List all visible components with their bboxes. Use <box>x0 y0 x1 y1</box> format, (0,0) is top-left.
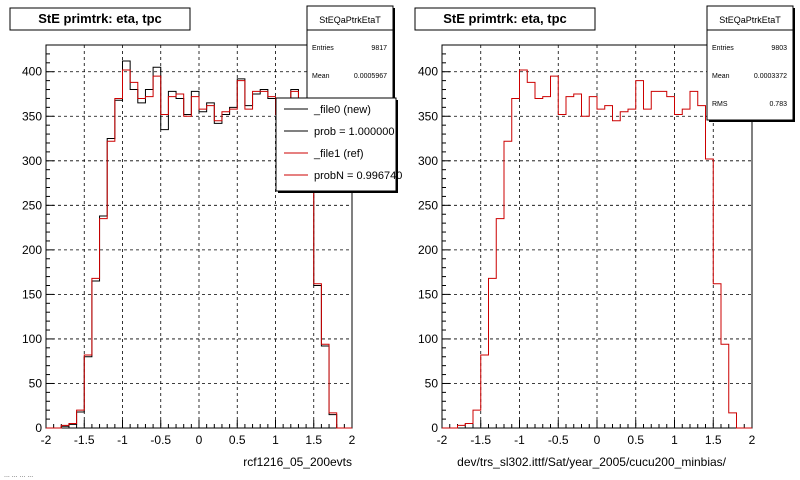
y-tick-label: 250 <box>22 198 42 212</box>
x-tick-label: 1.5 <box>305 433 322 447</box>
x-tick-label: 0.5 <box>627 433 644 447</box>
x-tick-label: 1 <box>272 433 279 447</box>
stats-value: 9817 <box>371 45 387 52</box>
stats-label: Entries <box>712 45 734 52</box>
y-tick-label: 150 <box>22 287 42 301</box>
x-tick-label: 0 <box>594 433 601 447</box>
y-tick-label: 300 <box>418 154 438 168</box>
x-tick-label: 0.5 <box>229 433 246 447</box>
y-tick-label: 300 <box>22 154 42 168</box>
chart-title: StE primtrk: eta, tpc <box>443 11 567 26</box>
y-tick-label: 250 <box>418 198 438 212</box>
title-box <box>414 7 596 31</box>
y-tick-label: 400 <box>418 65 438 79</box>
histogram-panel-2: -2 -1.5 -1 -0.5 0 0.5 1 1.5 2 0 50 100 150 200 250 300 3… <box>414 5 795 469</box>
y-tick-label: 50 <box>425 376 439 390</box>
legend-entry: _file1 (ref) <box>313 148 364 160</box>
legend-entry: probN = 0.996740 <box>314 170 402 182</box>
x-tick-label: 2 <box>749 433 756 447</box>
stats-label: Entries <box>312 45 334 52</box>
x-tick-label: -2 <box>41 433 52 447</box>
x-axis-label: rcf1216_05_200evts <box>243 455 352 469</box>
stats-value: 0.0003372 <box>754 73 787 80</box>
x-tick-label: -0.5 <box>150 433 171 447</box>
legend-entry: prob = 1.000000 <box>314 126 394 138</box>
x-tick-label: -1.5 <box>74 433 95 447</box>
y-tick-label: 50 <box>29 376 43 390</box>
x-tick-label: -2 <box>437 433 448 447</box>
x-tick-label: -0.5 <box>548 433 569 447</box>
stats-label: Mean <box>712 73 730 80</box>
y-tick-label: 200 <box>418 243 438 257</box>
title-box <box>9 7 191 31</box>
y-tick-label: 350 <box>418 109 438 123</box>
chart-title: StE primtrk: eta, tpc <box>38 11 162 26</box>
x-tick-label: -1.5 <box>470 433 491 447</box>
stats-label: RMS <box>712 101 728 108</box>
x-axis-label: dev/trs_sl302.ittf/Sat/year_2005/cucu200… <box>457 455 726 469</box>
stats-value: 9803 <box>771 45 787 52</box>
x-tick-label: 1.5 <box>705 433 722 447</box>
legend-entry: _file0 (new) <box>313 104 371 116</box>
footer-corner-text: ... ... ... ... <box>4 472 33 479</box>
stats-name: StEQaPtrkEtaT <box>319 15 381 25</box>
y-tick-label: 100 <box>418 332 438 346</box>
x-tick-label: 2 <box>349 433 356 447</box>
stats-value: 0.783 <box>769 101 787 108</box>
histogram-panel-1: -2 -1.5 -1 -0.5 0 0.5 1 1.5 2 0 50 100 150 200 250 300 3… <box>9 5 402 469</box>
x-tick-label: 1 <box>671 433 678 447</box>
x-tick-label: 0 <box>196 433 203 447</box>
stats-label: Mean <box>312 73 330 80</box>
stats-name: StEQaPtrkEtaT <box>719 15 781 25</box>
y-tick-label: 100 <box>22 332 42 346</box>
histogram-series-2 <box>46 69 352 429</box>
stats-value: 0.0005967 <box>354 73 387 80</box>
y-tick-label: 350 <box>22 109 42 123</box>
x-tick-label: -1 <box>117 433 128 447</box>
y-tick-label: 400 <box>22 65 42 79</box>
x-tick-label: -1 <box>514 433 525 447</box>
histogram-series-1 <box>442 69 752 429</box>
y-tick-label: 0 <box>431 421 438 435</box>
y-tick-label: 0 <box>35 421 42 435</box>
stats-box <box>706 5 794 121</box>
y-tick-label: 150 <box>418 287 438 301</box>
y-tick-label: 200 <box>22 243 42 257</box>
